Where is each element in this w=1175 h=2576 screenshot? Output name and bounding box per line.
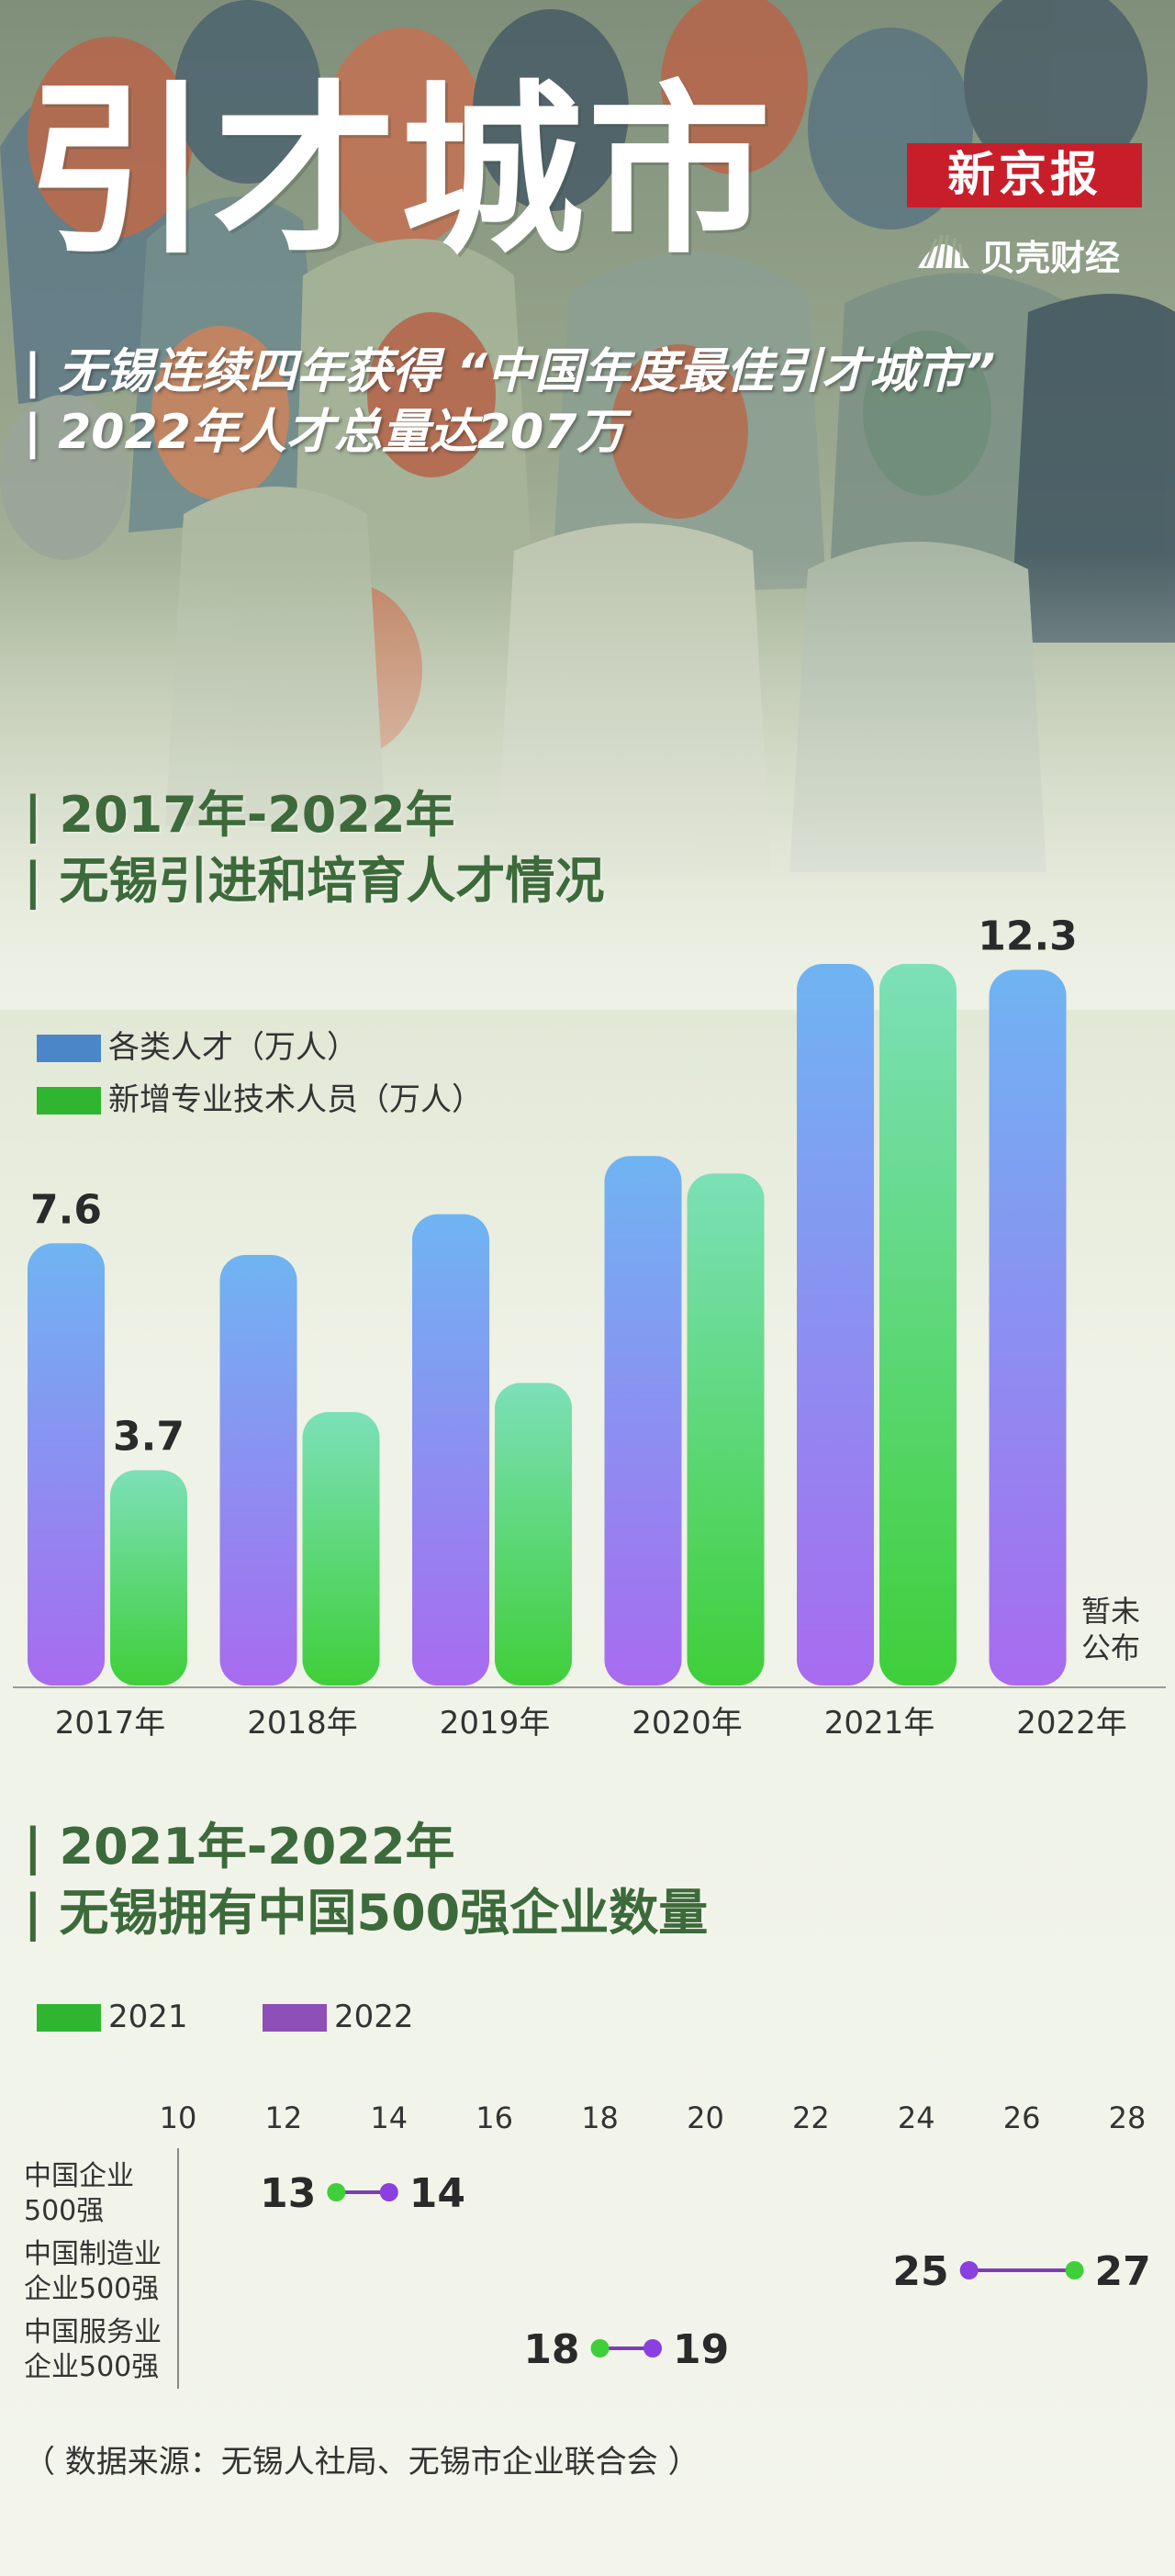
bar-tech-2	[495, 1383, 572, 1686]
shell-icon	[918, 234, 969, 269]
legend-swatch-2022	[263, 2004, 327, 2032]
dumbbell-low-label-1: 25	[892, 2248, 948, 2295]
bar-talent-1	[219, 1254, 297, 1686]
bar-talent-0	[28, 1243, 105, 1686]
dot-2022-0	[379, 2183, 398, 2201]
dumbbell-x-tick-7: 24	[898, 2100, 935, 2135]
xinjingbao-logo: 新京报	[907, 143, 1142, 207]
bar-value-label-0-0: 7.6	[30, 1186, 102, 1233]
bar-talent-4	[797, 964, 874, 1686]
beike-caijing-logo: 贝壳财经	[980, 238, 1121, 278]
legend-swatch-2021	[37, 2004, 101, 2032]
dumbbell-low-label-0: 13	[260, 2170, 316, 2217]
dumbbell-row-label-2-0: 中国服务业	[24, 2316, 162, 2348]
dumbbell-x-tick-1: 12	[265, 2100, 303, 2135]
dumbbell-x-tick-8: 26	[1003, 2100, 1041, 2135]
dot-2021-1	[1065, 2261, 1084, 2279]
dumbbell-x-tick-3: 16	[476, 2100, 513, 2135]
dumbbell-x-tick-4: 18	[581, 2100, 619, 2135]
x-tick-label-3: 2020年	[632, 1705, 743, 1742]
dumbbell-x-tick-2: 14	[370, 2100, 408, 2135]
dumbbell-row-label-2-1: 企业500强	[24, 2351, 159, 2383]
bar-talent-5	[989, 969, 1067, 1686]
bar-talent-3	[604, 1156, 682, 1686]
section1-heading-1: | 2017年-2022年	[24, 786, 455, 844]
not-published-note-2: 公布	[1081, 1630, 1140, 1665]
subtitle-line-1: | 无锡连续四年获得 “中国年度最佳引才城市”	[24, 344, 996, 399]
x-tick-label-4: 2021年	[824, 1705, 935, 1742]
dot-2021-0	[327, 2183, 346, 2201]
legend-label-2022: 2022	[334, 1999, 414, 2035]
x-tick-label-1: 2018年	[247, 1705, 358, 1742]
legend-label-2021: 2021	[108, 1999, 188, 2035]
dumbbell-row-label-1-0: 中国制造业	[24, 2238, 162, 2270]
talent-bar-chart: 7.6 3.7 2017年 2018年 2019年 2020年 2021年 12.3 2022年…	[13, 913, 1166, 1742]
crowd-illustration	[0, 0, 1175, 1010]
not-published-note-1: 暂未	[1081, 1594, 1140, 1629]
bar-value-label-0-5: 12.3	[978, 913, 1078, 959]
dumbbell-high-label-1: 27	[1095, 2248, 1151, 2295]
legend-swatch-tech	[37, 1087, 101, 1114]
dumbbell-row-label-1-1: 企业500强	[24, 2273, 159, 2305]
dumbbell-x-tick-9: 28	[1109, 2100, 1147, 2135]
bar-tech-4	[879, 964, 957, 1686]
page-title: 引才城市	[26, 65, 776, 279]
dot-2022-2	[643, 2339, 662, 2358]
dumbbell-low-label-2: 18	[523, 2326, 579, 2373]
dot-2022-1	[959, 2261, 979, 2279]
bar-tech-3	[687, 1173, 765, 1686]
section2-heading-1: | 2021年-2022年	[24, 1818, 455, 1876]
legend-label-talent: 各类人才（万人）	[108, 1029, 358, 1066]
legend-label-tech: 新增专业技术人员（万人）	[108, 1081, 483, 1118]
dumbbell-x-tick-6: 22	[792, 2100, 830, 2135]
legend-swatch-talent	[37, 1035, 101, 1062]
x-tick-label-0: 2017年	[55, 1705, 166, 1742]
dumbbell-x-tick-5: 20	[687, 2100, 724, 2135]
dot-2021-2	[590, 2339, 610, 2358]
dumbbell-high-label-2: 19	[673, 2326, 729, 2373]
section1-heading-2: | 无锡引进和培育人才情况	[24, 852, 605, 910]
bar-talent-2	[412, 1214, 489, 1686]
x-tick-label-2: 2019年	[440, 1705, 551, 1742]
dumbbell-x-tick-0: 10	[160, 2100, 197, 2135]
dumbbell-high-label-0: 14	[409, 2170, 465, 2217]
bar-tech-0	[110, 1470, 187, 1686]
data-source-note: （ 数据来源：无锡人社局、无锡市企业联合会 ）	[24, 2444, 699, 2481]
dumbbell-row-label-0-1: 500强	[24, 2195, 104, 2227]
subtitle-line-2: | 2022年人才总量达207万	[24, 405, 625, 460]
dumbbell-row-label-0-0: 中国企业	[24, 2160, 134, 2192]
section2-heading-2: | 无锡拥有中国500强企业数量	[24, 1884, 709, 1942]
bar-tech-1	[302, 1412, 380, 1686]
x-tick-label-5: 2022年	[1016, 1705, 1127, 1742]
bar-value-label-1-0: 3.7	[113, 1413, 185, 1460]
